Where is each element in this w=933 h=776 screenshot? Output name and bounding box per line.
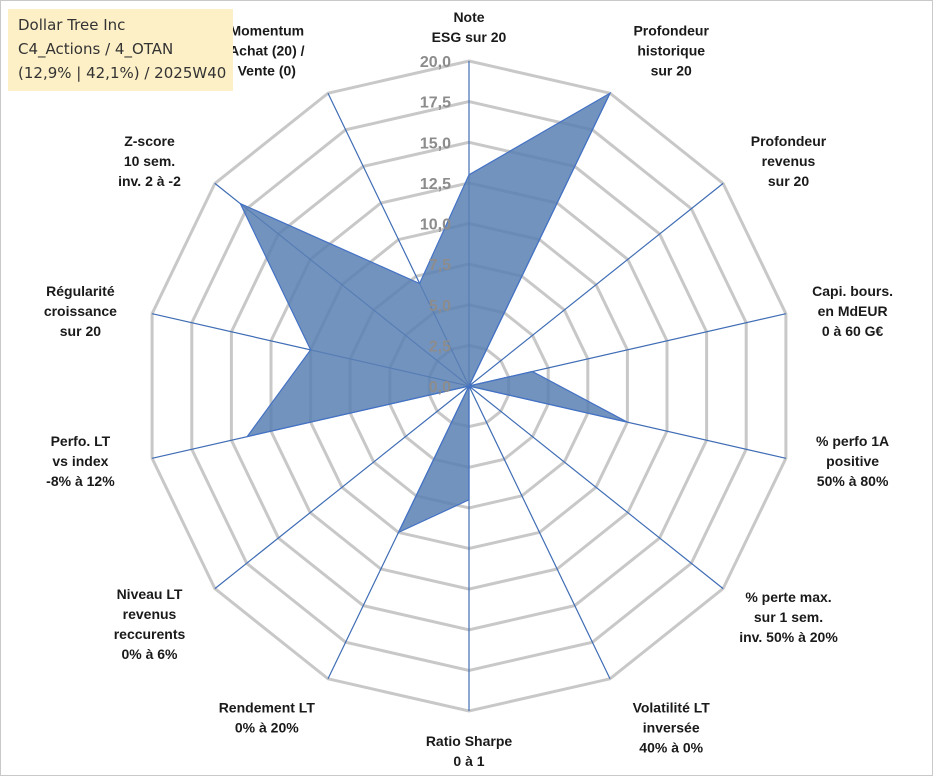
axis-label-line: 40% à 0% <box>639 740 703 756</box>
axis-label-5: % perte max. sur 1 sem. inv. 50% à 20% <box>739 589 838 645</box>
axis-label-line: historique <box>637 42 705 58</box>
title-category: C4_Actions / 4_OTAN <box>18 40 174 58</box>
axis-label-line: positive <box>826 453 879 469</box>
axis-label-line: Capi. bours. <box>812 283 893 299</box>
tick-label: 5,0 <box>429 298 451 315</box>
axis-label-line: Profondeur <box>633 22 709 38</box>
axis-label-line: 10 sem. <box>124 153 175 169</box>
axis-label-line: 0 à 1 <box>453 753 484 769</box>
axis-labels: Note ESG sur 20 Profondeur historique sur 20… <box>44 9 893 769</box>
axis-label-line: Z-score <box>124 133 175 149</box>
axis-label-2: Profondeur revenus sur 20 <box>751 133 827 189</box>
axis-label-3: Capi. bours. en MdEUR 0 à 60 G€ <box>812 283 893 339</box>
axis-label-10: Perfo. LT vs index -8% à 12% <box>46 433 115 489</box>
axis-label-line: reccurents <box>114 626 186 642</box>
axis-label-line: croissance <box>44 303 117 319</box>
axis-label-line: vs index <box>52 453 108 469</box>
series-polygon <box>239 91 628 534</box>
axis-label-line: 0% à 6% <box>121 646 178 662</box>
axis-label-9: Niveau LT revenus reccurents 0% à 6% <box>114 586 186 662</box>
axis-label-line: en MdEUR <box>818 303 888 319</box>
axis-label-line: Perfo. LT <box>51 433 111 449</box>
axis-label-line: sur 1 sem. <box>754 609 823 625</box>
axis-label-line: Régularité <box>46 283 115 299</box>
axis-label-line: Ratio Sharpe <box>426 733 513 749</box>
axis-spoke-6 <box>468 385 611 680</box>
tick-label: 20,0 <box>420 54 451 71</box>
axis-label-line: inversée <box>643 720 700 736</box>
title-box: Dollar Tree Inc C4_Actions / 4_OTAN (12,… <box>8 9 233 91</box>
tick-label: 10,0 <box>420 217 451 234</box>
axis-label-line: inv. 2 à -2 <box>118 173 181 189</box>
axis-label-line: sur 20 <box>768 173 809 189</box>
axis-label-line: 0% à 20% <box>235 720 299 736</box>
axis-spoke-5 <box>468 385 724 590</box>
axis-label-7: Ratio Sharpe 0 à 1 <box>426 733 513 769</box>
axis-label-13: Momentum Achat (20) / Vente (0) <box>229 22 305 78</box>
axis-label-8: Rendement LT 0% à 20% <box>219 700 316 736</box>
axis-label-line: % perte max. <box>745 589 831 605</box>
axis-label-line: inv. 50% à 20% <box>739 629 838 645</box>
tick-label: 12,5 <box>420 176 451 193</box>
axis-label-line: Momentum <box>229 22 304 38</box>
tick-label: 17,5 <box>420 95 451 112</box>
axis-label-line: Achat (20) / <box>229 42 305 58</box>
axis-label-0: Note ESG sur 20 <box>432 9 507 45</box>
axis-label-line: -8% à 12% <box>46 473 115 489</box>
axis-label-line: Note <box>453 9 484 25</box>
axis-label-line: Niveau LT <box>117 586 183 602</box>
title-company: Dollar Tree Inc <box>18 16 126 34</box>
tick-label: 15,0 <box>420 135 451 152</box>
axis-label-11: Régularité croissance sur 20 <box>44 283 117 339</box>
axis-label-line: ESG sur 20 <box>432 29 507 45</box>
axis-label-4: % perfo 1A positive 50% à 80% <box>816 433 889 489</box>
axis-label-line: Profondeur <box>751 133 827 149</box>
axis-label-6: Volatilité LT inversée 40% à 0% <box>633 700 711 756</box>
axis-spoke-2 <box>468 182 724 387</box>
axis-label-line: Vente (0) <box>238 62 296 78</box>
axis-label-line: revenus <box>762 153 816 169</box>
series-area <box>239 91 628 534</box>
axis-label-1: Profondeur historique sur 20 <box>633 22 709 78</box>
axis-label-line: Rendement LT <box>219 700 316 716</box>
axis-label-line: sur 20 <box>60 323 101 339</box>
radial-tick-labels: 0,0 2,5 5,0 7,5 10,0 12,5 15,0 17,5 20,0 <box>420 54 451 396</box>
tick-label: 2,5 <box>429 338 451 355</box>
axis-label-line: Volatilité LT <box>633 700 711 716</box>
axis-label-line: sur 20 <box>651 62 692 78</box>
tick-label: 0,0 <box>429 379 451 396</box>
axis-label-line: % perfo 1A <box>816 433 889 449</box>
axis-label-line: 0 à 60 G€ <box>822 323 884 339</box>
axis-label-12: Z-score 10 sem. inv. 2 à -2 <box>118 133 181 189</box>
title-stats: (12,9% | 42,1%) / 2025W40 <box>18 64 227 82</box>
axis-label-line: 50% à 80% <box>817 473 889 489</box>
tick-label: 7,5 <box>429 257 451 274</box>
axis-label-line: revenus <box>123 606 177 622</box>
axis-spoke-9 <box>214 385 470 590</box>
